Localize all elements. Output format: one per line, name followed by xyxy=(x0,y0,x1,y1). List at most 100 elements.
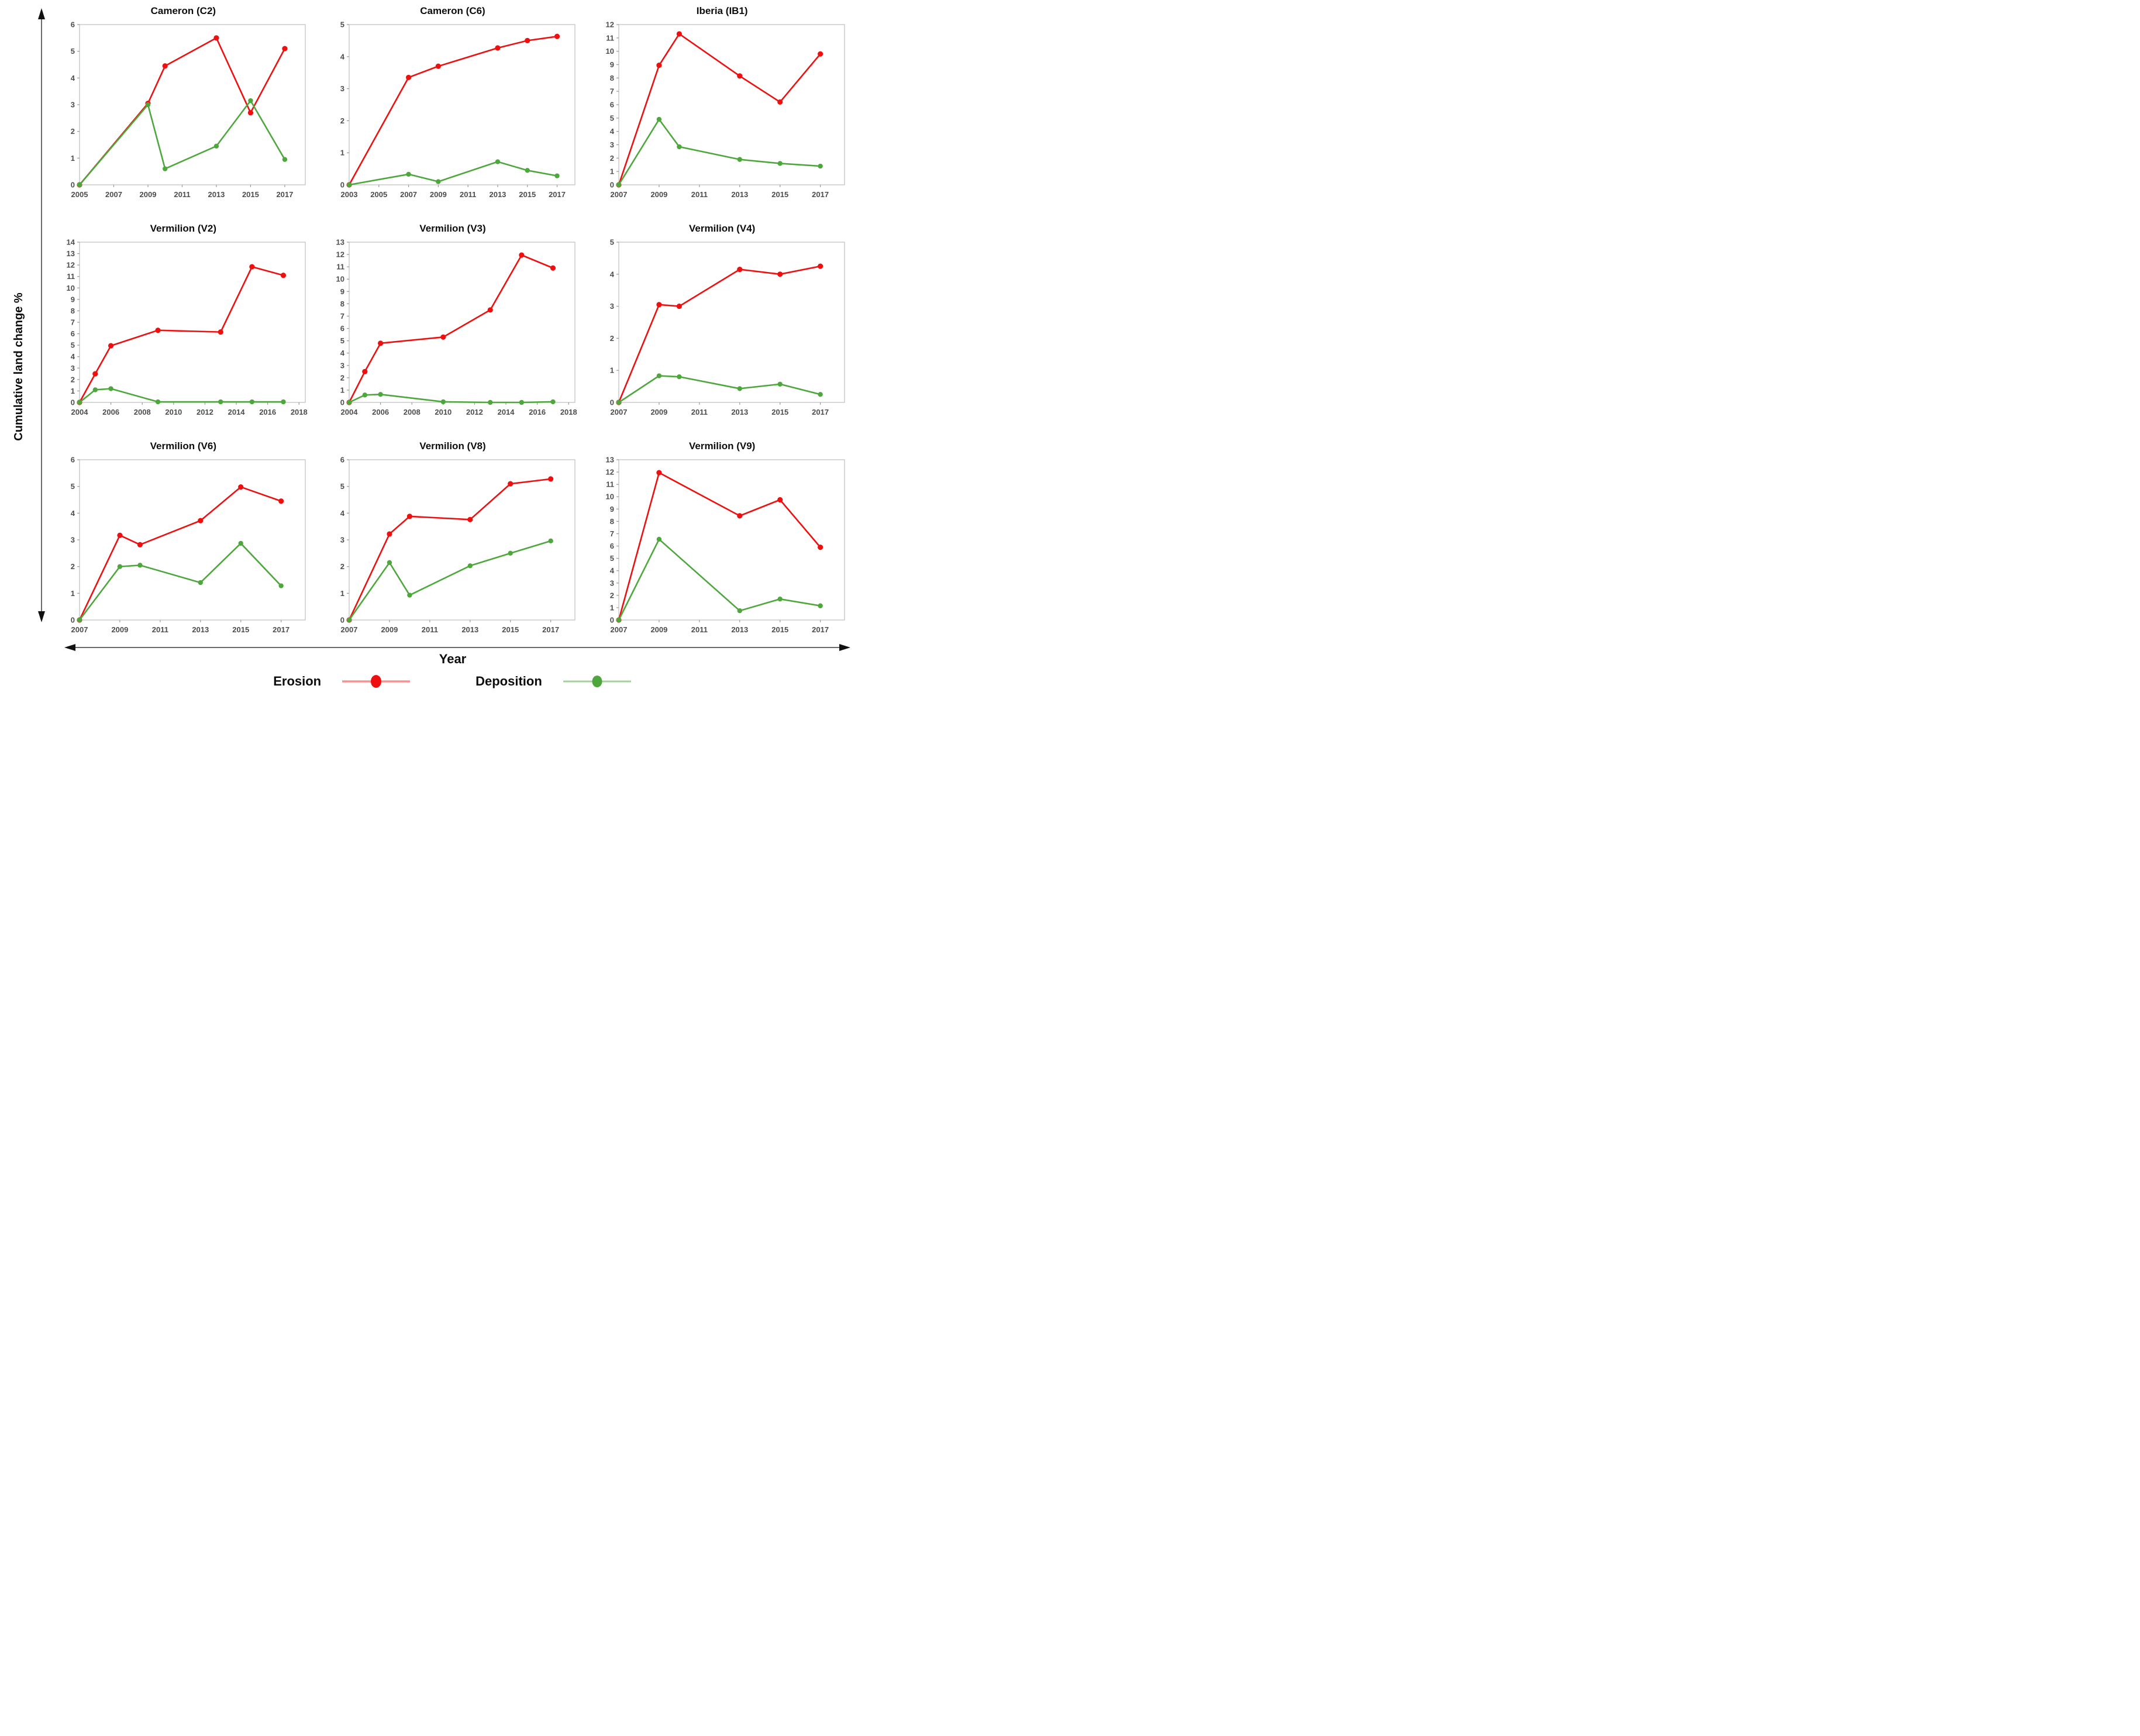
svg-text:2009: 2009 xyxy=(650,408,667,416)
svg-text:5: 5 xyxy=(71,47,75,56)
deposition-marker-icon xyxy=(563,676,631,687)
svg-text:2011: 2011 xyxy=(174,190,191,199)
svg-text:3: 3 xyxy=(71,364,75,373)
svg-text:2013: 2013 xyxy=(731,625,748,634)
svg-text:2017: 2017 xyxy=(277,190,294,199)
y-axis-title: Cumulative land change % xyxy=(12,292,25,441)
chart-title-vermilion-v2: Vermilion (V2) xyxy=(150,223,217,234)
svg-text:2007: 2007 xyxy=(105,190,122,199)
legend-label-deposition: Deposition xyxy=(475,674,542,688)
chart-title-iberia-ib1: Iberia (IB1) xyxy=(696,5,748,16)
svg-text:0: 0 xyxy=(340,616,344,625)
svg-text:2016: 2016 xyxy=(529,408,546,416)
svg-text:3: 3 xyxy=(71,101,75,109)
chart-title-cameron-c6: Cameron (C6) xyxy=(420,5,485,16)
svg-text:2012: 2012 xyxy=(197,408,213,416)
svg-text:2017: 2017 xyxy=(549,190,566,199)
svg-text:7: 7 xyxy=(609,529,614,538)
svg-text:13: 13 xyxy=(336,238,344,247)
svg-text:4: 4 xyxy=(340,349,345,357)
svg-text:2015: 2015 xyxy=(242,190,259,199)
svg-text:1: 1 xyxy=(340,149,344,157)
x-axis-title: Year xyxy=(439,652,467,666)
chart-vermilion-v6: Vermilion (V6) 0 1 2 3 4 5 6 2007 2009 2011 2013 20… xyxy=(51,440,315,640)
svg-text:3: 3 xyxy=(340,84,344,93)
svg-text:2011: 2011 xyxy=(460,190,476,199)
svg-text:8: 8 xyxy=(71,306,75,315)
svg-text:2015: 2015 xyxy=(771,190,788,199)
svg-text:2010: 2010 xyxy=(166,408,182,416)
svg-text:11: 11 xyxy=(606,480,614,489)
chart-cameron-c6: Cameron (C6) 0 1 2 3 4 5 2003 2005 2007 2009 2011 2… xyxy=(321,5,585,205)
svg-text:4: 4 xyxy=(609,566,614,575)
svg-text:2009: 2009 xyxy=(650,190,667,199)
svg-text:1: 1 xyxy=(71,589,75,598)
chart-iberia-ib1: Iberia (IB1) 0 1 2 3 4 5 6 7 8 9 10 11 12 2007 2009 201… xyxy=(590,5,854,205)
svg-text:2017: 2017 xyxy=(812,408,829,416)
svg-text:2: 2 xyxy=(340,562,344,571)
svg-text:13: 13 xyxy=(605,456,614,464)
svg-text:3: 3 xyxy=(609,578,614,587)
svg-text:2007: 2007 xyxy=(71,625,88,634)
svg-text:9: 9 xyxy=(609,505,614,514)
chart-vermilion-v8: Vermilion (V8) 0 1 2 3 4 5 6 2007 2009 2011 2013 20… xyxy=(321,440,585,640)
svg-text:2009: 2009 xyxy=(650,625,667,634)
svg-text:4: 4 xyxy=(609,127,614,136)
svg-text:2: 2 xyxy=(71,127,75,136)
svg-text:2017: 2017 xyxy=(812,190,829,199)
svg-text:6: 6 xyxy=(609,542,614,550)
svg-text:7: 7 xyxy=(71,318,75,327)
svg-text:5: 5 xyxy=(71,341,75,350)
svg-text:5: 5 xyxy=(340,336,344,345)
legend-label-erosion: Erosion xyxy=(273,674,322,688)
svg-text:5: 5 xyxy=(609,113,614,122)
svg-text:2015: 2015 xyxy=(502,625,519,634)
svg-text:2010: 2010 xyxy=(435,408,452,416)
svg-text:2014: 2014 xyxy=(228,408,246,416)
charts-grid: Cameron (C2) 0 1 2 3 4 5 6 2005 2007 2009 2011 2013… xyxy=(51,5,854,640)
svg-text:11: 11 xyxy=(336,263,344,271)
svg-text:2015: 2015 xyxy=(771,625,788,634)
svg-text:1: 1 xyxy=(71,154,75,163)
svg-text:6: 6 xyxy=(340,456,344,464)
svg-text:10: 10 xyxy=(605,47,614,56)
svg-text:5: 5 xyxy=(609,554,614,563)
svg-text:4: 4 xyxy=(71,509,75,518)
svg-text:0: 0 xyxy=(71,181,75,190)
chart-vermilion-v4: Vermilion (V4) 0 1 2 3 4 5 2007 2009 2011 2013 201… xyxy=(590,222,854,422)
svg-text:2016: 2016 xyxy=(260,408,277,416)
chart-title-vermilion-v4: Vermilion (V4) xyxy=(688,223,756,234)
svg-text:7: 7 xyxy=(609,87,614,96)
svg-text:0: 0 xyxy=(609,616,614,625)
svg-text:2: 2 xyxy=(340,116,344,125)
svg-text:1: 1 xyxy=(609,167,614,176)
svg-text:2013: 2013 xyxy=(192,625,209,634)
y-axis-arrow-icon xyxy=(38,8,45,622)
plot-vermilion-v8: 0 1 2 3 4 5 6 2007 2009 2011 2013 2015 2017 xyxy=(340,456,576,634)
svg-text:10: 10 xyxy=(336,275,344,284)
svg-text:2009: 2009 xyxy=(430,190,447,199)
chart-title-vermilion-v6: Vermilion (V6) xyxy=(150,440,217,452)
svg-text:9: 9 xyxy=(340,287,344,296)
svg-text:2013: 2013 xyxy=(461,625,478,634)
svg-text:2009: 2009 xyxy=(112,625,129,634)
svg-text:2011: 2011 xyxy=(691,625,707,634)
svg-text:2007: 2007 xyxy=(610,190,627,199)
svg-text:2: 2 xyxy=(609,154,614,163)
svg-text:2017: 2017 xyxy=(542,625,559,634)
svg-text:14: 14 xyxy=(67,238,75,247)
svg-text:0: 0 xyxy=(71,616,75,625)
svg-text:2013: 2013 xyxy=(208,190,225,199)
svg-text:0: 0 xyxy=(71,398,75,407)
plot-cameron-c2: 0 1 2 3 4 5 6 2005 2007 2009 2011 2013 2015 2017 xyxy=(71,20,306,199)
figure: Cumulative land change % Cameron (C2) 0 1… xyxy=(0,0,856,694)
svg-text:2: 2 xyxy=(71,375,75,384)
svg-text:0: 0 xyxy=(609,398,614,407)
svg-text:1: 1 xyxy=(340,589,344,598)
svg-text:4: 4 xyxy=(609,270,614,278)
svg-text:5: 5 xyxy=(340,20,344,29)
plot-vermilion-v6: 0 1 2 3 4 5 6 2007 2009 2011 2013 2015 2017 xyxy=(71,456,306,634)
